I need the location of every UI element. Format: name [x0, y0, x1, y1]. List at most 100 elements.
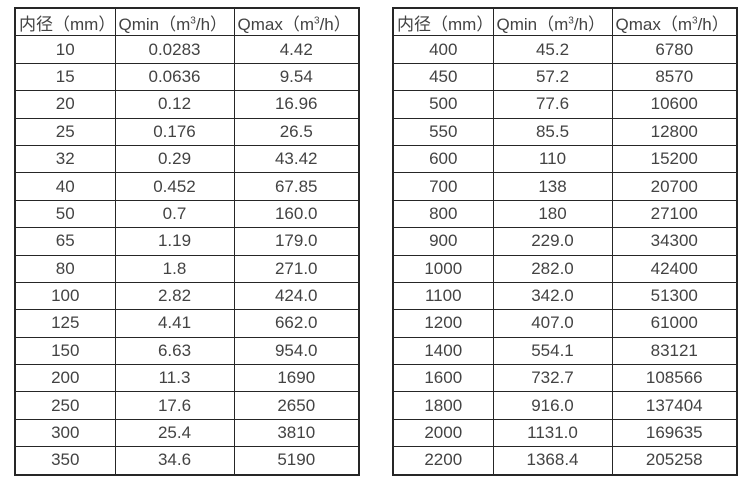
- table-cell: 43.42: [233, 144, 360, 174]
- table-cell: 2200: [392, 446, 494, 476]
- table-cell: 916.0: [492, 391, 613, 420]
- table-row: 65 1.19 179.0: [14, 227, 360, 256]
- table-cell: 1100: [392, 281, 494, 311]
- superscript-3: 3: [568, 15, 574, 27]
- table-cell: 20700: [611, 172, 738, 201]
- table-cell: 137404: [611, 391, 738, 420]
- table-cell: 34300: [611, 227, 738, 256]
- table-cell: 61000: [611, 309, 738, 338]
- column-header-qmin: Qmin（m3/h）: [492, 7, 613, 37]
- table-cell: 954.0: [233, 336, 360, 366]
- table-cell: 0.176: [114, 117, 235, 146]
- table-cell: 51300: [611, 281, 738, 311]
- table-cell: 108566: [611, 364, 738, 393]
- table-cell: 150: [14, 336, 116, 366]
- table-cell: 1690: [233, 364, 360, 393]
- table-cell: 342.0: [492, 281, 613, 311]
- table-cell: 0.0636: [114, 62, 235, 92]
- superscript-3: 3: [692, 15, 698, 27]
- table-cell: 16.96: [233, 90, 360, 119]
- table-cell: 550: [392, 117, 494, 146]
- table-cell: 350: [14, 446, 116, 476]
- table-cell: 45.2: [492, 35, 613, 64]
- column-header-diameter: 内径（mm）: [392, 7, 494, 37]
- superscript-3: 3: [190, 15, 196, 27]
- table-cell: 180: [492, 199, 613, 229]
- table-cell: 10: [14, 35, 116, 64]
- table-cell: 732.7: [492, 364, 613, 393]
- header-text: /h）: [319, 14, 351, 34]
- table-row: 100 2.82 424.0: [14, 281, 360, 311]
- table-cell: 1.19: [114, 227, 235, 256]
- table-row: 40 0.452 67.85: [14, 172, 360, 201]
- header-text: /h）: [573, 14, 606, 34]
- table-cell: 80: [14, 254, 116, 283]
- table-cell: 26.5: [233, 117, 360, 146]
- table-cell: 8570: [611, 62, 738, 92]
- table-cell: 2000: [392, 418, 494, 448]
- table-row: 200 11.3 1690: [14, 364, 360, 393]
- table-row: 80 1.8 271.0: [14, 254, 360, 283]
- table-cell: 424.0: [233, 281, 360, 311]
- column-header-qmax: Qmax（m3/h）: [233, 7, 360, 37]
- table-cell: 65: [14, 227, 116, 256]
- table-cell: 57.2: [492, 62, 613, 92]
- table-row: 350 34.6 5190: [14, 446, 360, 476]
- table-cell: 1600: [392, 364, 494, 393]
- table-cell: 271.0: [233, 254, 360, 283]
- table-cell: 282.0: [492, 254, 613, 283]
- table-cell: 2.82: [114, 281, 235, 311]
- table-cell: 34.6: [114, 446, 235, 476]
- table-row: 450 57.2 8570: [392, 62, 738, 92]
- header-row: 内径（mm） Qmin（m3/h） Qmax（m3/h）: [392, 7, 738, 37]
- table-cell: 9.54: [233, 62, 360, 92]
- table-row: 20 0.12 16.96: [14, 90, 360, 119]
- table-cell: 32: [14, 144, 116, 174]
- table-cell: 27100: [611, 199, 738, 229]
- table-row: 1000 282.0 42400: [392, 254, 738, 283]
- table-row: 50 0.7 160.0: [14, 199, 360, 229]
- table-cell: 0.452: [114, 172, 235, 201]
- table-cell: 0.12: [114, 90, 235, 119]
- table-row: 600 110 15200: [392, 144, 738, 174]
- table-row: 1100 342.0 51300: [392, 281, 738, 311]
- superscript-3: 3: [314, 15, 320, 27]
- table-cell: 1.8: [114, 254, 235, 283]
- table-cell: 0.7: [114, 199, 235, 229]
- table-cell: 0.0283: [114, 35, 235, 64]
- header-text: Qmax（m: [615, 14, 693, 34]
- table-cell: 169635: [611, 418, 738, 448]
- table-cell: 1000: [392, 254, 494, 283]
- table-row: 1800 916.0 137404: [392, 391, 738, 420]
- table-row: 125 4.41 662.0: [14, 309, 360, 338]
- table-row: 300 25.4 3810: [14, 418, 360, 448]
- table-row: 900 229.0 34300: [392, 227, 738, 256]
- table-cell: 42400: [611, 254, 738, 283]
- table-row: 32 0.29 43.42: [14, 144, 360, 174]
- table-row: 1200 407.0 61000: [392, 309, 738, 338]
- table-cell: 300: [14, 418, 116, 448]
- table-cell: 25: [14, 117, 116, 146]
- column-header-qmin: Qmin（m3/h）: [114, 7, 235, 37]
- table-cell: 77.6: [492, 90, 613, 119]
- table-row: 550 85.5 12800: [392, 117, 738, 146]
- table-row: 150 6.63 954.0: [14, 336, 360, 366]
- table-cell: 554.1: [492, 336, 613, 366]
- table-row: 800 180 27100: [392, 199, 738, 229]
- table-cell: 15: [14, 62, 116, 92]
- column-header-qmax: Qmax（m3/h）: [611, 7, 738, 37]
- header-text: Qmin（m: [496, 14, 569, 34]
- table-cell: 100: [14, 281, 116, 311]
- table-cell: 50: [14, 199, 116, 229]
- table-cell: 700: [392, 172, 494, 201]
- table-cell: 15200: [611, 144, 738, 174]
- table-row: 2200 1368.4 205258: [392, 446, 738, 476]
- column-header-diameter: 内径（mm）: [14, 7, 116, 37]
- table-row: 500 77.6 10600: [392, 90, 738, 119]
- table-cell: 1368.4: [492, 446, 613, 476]
- table-cell: 205258: [611, 446, 738, 476]
- table-row: 1400 554.1 83121: [392, 336, 738, 366]
- table-cell: 179.0: [233, 227, 360, 256]
- table-cell: 5190: [233, 446, 360, 476]
